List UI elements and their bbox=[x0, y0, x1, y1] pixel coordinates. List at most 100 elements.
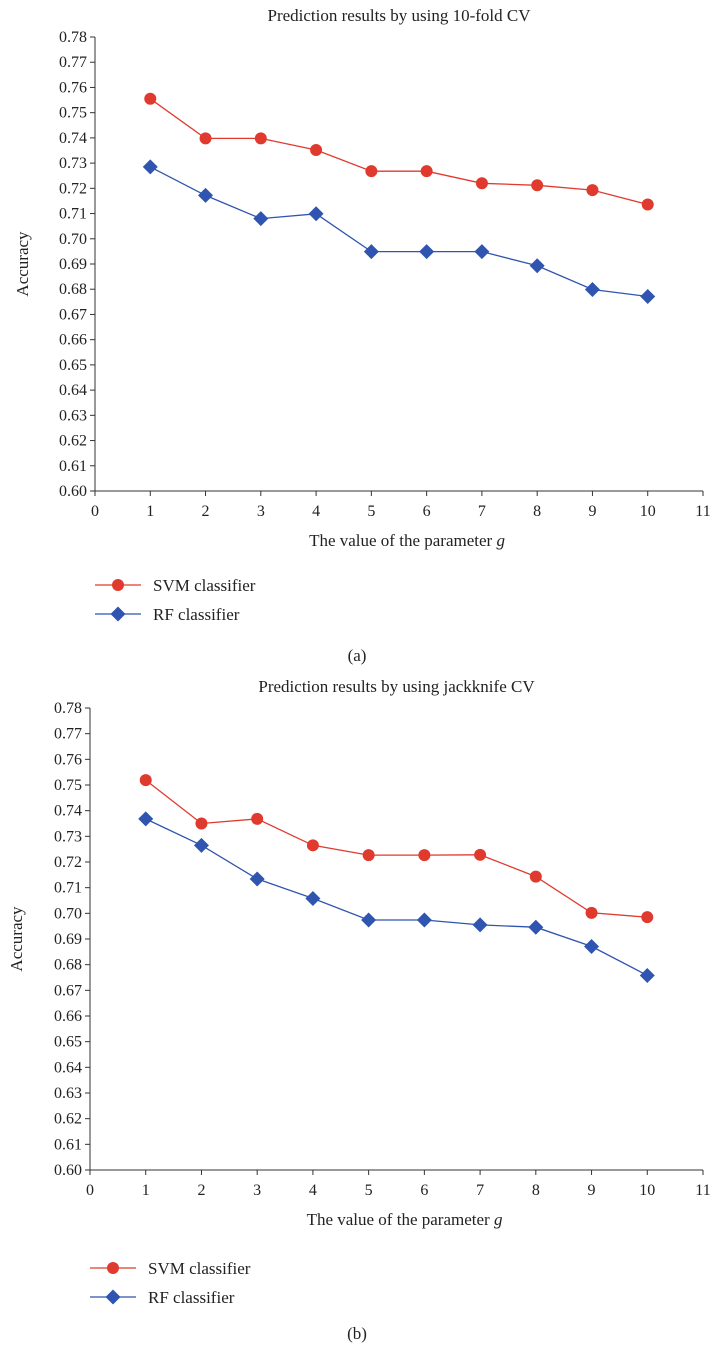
y-tick-label: 0.63 bbox=[54, 1085, 82, 1102]
y-tick-label: 0.68 bbox=[59, 281, 87, 298]
data-point-circle bbox=[585, 906, 598, 919]
chart-panel-b: Prediction results by using jackknife CV… bbox=[7, 677, 711, 1343]
y-tick-label: 0.61 bbox=[59, 458, 87, 475]
data-point-diamond bbox=[138, 811, 154, 827]
series-line bbox=[145, 818, 648, 976]
x-tick-label: 6 bbox=[423, 503, 431, 520]
panel-label: (b) bbox=[347, 1324, 367, 1343]
data-point-diamond bbox=[419, 244, 435, 260]
legend-item: RF classifier bbox=[90, 1288, 235, 1307]
data-point-diamond bbox=[529, 258, 545, 274]
data-point-circle bbox=[474, 848, 487, 861]
y-tick-label: 0.67 bbox=[54, 982, 82, 999]
y-tick-label: 0.76 bbox=[54, 751, 82, 768]
data-point-diamond bbox=[253, 211, 269, 227]
y-tick-label: 0.63 bbox=[59, 407, 87, 424]
y-tick-label: 0.60 bbox=[59, 483, 87, 500]
y-tick-label: 0.70 bbox=[59, 231, 87, 248]
y-tick-label: 0.67 bbox=[59, 306, 87, 323]
x-tick-label: 8 bbox=[533, 503, 541, 520]
data-point-circle bbox=[531, 179, 544, 192]
data-point-diamond bbox=[142, 159, 158, 175]
x-tick-label: 2 bbox=[197, 1182, 205, 1199]
legend-item: RF classifier bbox=[95, 605, 240, 624]
data-point-diamond bbox=[584, 281, 600, 297]
data-point-diamond bbox=[639, 967, 655, 983]
y-tick-label: 0.69 bbox=[59, 256, 87, 273]
y-tick-label: 0.70 bbox=[54, 905, 82, 922]
x-axis-label-text: The value of the parameter bbox=[309, 531, 496, 550]
data-point-diamond bbox=[249, 871, 265, 887]
y-tick-label: 0.75 bbox=[59, 105, 87, 122]
y-tick-label: 0.61 bbox=[54, 1136, 82, 1153]
data-point-circle bbox=[310, 143, 323, 156]
x-axis-label-text: The value of the parameter bbox=[307, 1210, 494, 1229]
x-tick-label: 4 bbox=[312, 503, 320, 520]
y-tick-label: 0.71 bbox=[54, 880, 82, 897]
y-tick-label: 0.65 bbox=[54, 1034, 82, 1051]
data-point-diamond bbox=[528, 919, 544, 935]
y-tick-label: 0.64 bbox=[54, 1059, 82, 1076]
y-tick-label: 0.62 bbox=[54, 1111, 82, 1128]
y-tick-label: 0.78 bbox=[54, 700, 82, 717]
data-point-circle bbox=[254, 132, 267, 145]
x-tick-label: 4 bbox=[309, 1182, 317, 1199]
data-point-circle bbox=[420, 165, 433, 178]
y-tick-label: 0.60 bbox=[54, 1162, 82, 1179]
y-axis-label: Accuracy bbox=[7, 906, 26, 972]
y-tick-label: 0.69 bbox=[54, 931, 82, 948]
y-tick-label: 0.76 bbox=[59, 79, 87, 96]
chart-title: Prediction results by using 10-fold CV bbox=[267, 6, 531, 25]
series-svm bbox=[139, 774, 654, 924]
data-point-circle bbox=[195, 817, 208, 830]
y-tick-label: 0.77 bbox=[54, 726, 82, 743]
y-tick-label: 0.74 bbox=[59, 130, 87, 147]
x-tick-label: 0 bbox=[86, 1182, 94, 1199]
legend-marker-diamond bbox=[105, 1289, 121, 1305]
series-rf bbox=[142, 159, 656, 305]
data-point-circle bbox=[306, 839, 319, 852]
x-tick-label: 1 bbox=[142, 1182, 150, 1199]
y-tick-label: 0.72 bbox=[59, 180, 87, 197]
legend-item: SVM classifier bbox=[95, 576, 256, 595]
series-line bbox=[150, 166, 648, 298]
x-tick-label: 5 bbox=[365, 1182, 373, 1199]
y-tick-label: 0.68 bbox=[54, 957, 82, 974]
data-point-circle bbox=[641, 198, 654, 211]
legend: SVM classifier RF classifier bbox=[90, 1259, 251, 1307]
data-point-circle bbox=[365, 165, 378, 178]
data-point-diamond bbox=[474, 244, 490, 260]
data-point-diamond bbox=[363, 244, 379, 260]
x-tick-label: 11 bbox=[695, 503, 710, 520]
x-tick-label: 6 bbox=[420, 1182, 428, 1199]
data-point-diamond bbox=[640, 289, 656, 305]
y-tick-label: 0.66 bbox=[54, 1008, 82, 1025]
x-axis-label-symbol: g bbox=[494, 1210, 503, 1229]
x-tick-label: 7 bbox=[478, 503, 486, 520]
y-tick-label: 0.64 bbox=[59, 382, 87, 399]
legend-marker-diamond bbox=[110, 606, 126, 622]
data-point-circle bbox=[251, 812, 264, 825]
y-tick-label: 0.77 bbox=[59, 54, 87, 71]
x-tick-label: 8 bbox=[532, 1182, 540, 1199]
data-point-diamond bbox=[193, 837, 209, 853]
data-point-circle bbox=[641, 911, 654, 924]
data-point-circle bbox=[144, 92, 157, 105]
data-point-circle bbox=[586, 184, 599, 197]
y-tick-label: 0.72 bbox=[54, 854, 82, 871]
x-axis-label: The value of the parameter g bbox=[309, 531, 505, 550]
series-rf bbox=[138, 811, 655, 983]
panel-label: (a) bbox=[348, 646, 367, 665]
x-tick-label: 9 bbox=[588, 503, 596, 520]
series-line bbox=[145, 779, 648, 918]
data-point-circle bbox=[475, 177, 488, 190]
x-tick-label: 5 bbox=[367, 503, 375, 520]
data-point-diamond bbox=[308, 206, 324, 222]
y-tick-label: 0.66 bbox=[59, 332, 87, 349]
x-tick-label: 3 bbox=[257, 503, 265, 520]
x-tick-label: 2 bbox=[202, 503, 210, 520]
legend-label: RF classifier bbox=[153, 605, 240, 624]
x-tick-label: 1 bbox=[146, 503, 154, 520]
